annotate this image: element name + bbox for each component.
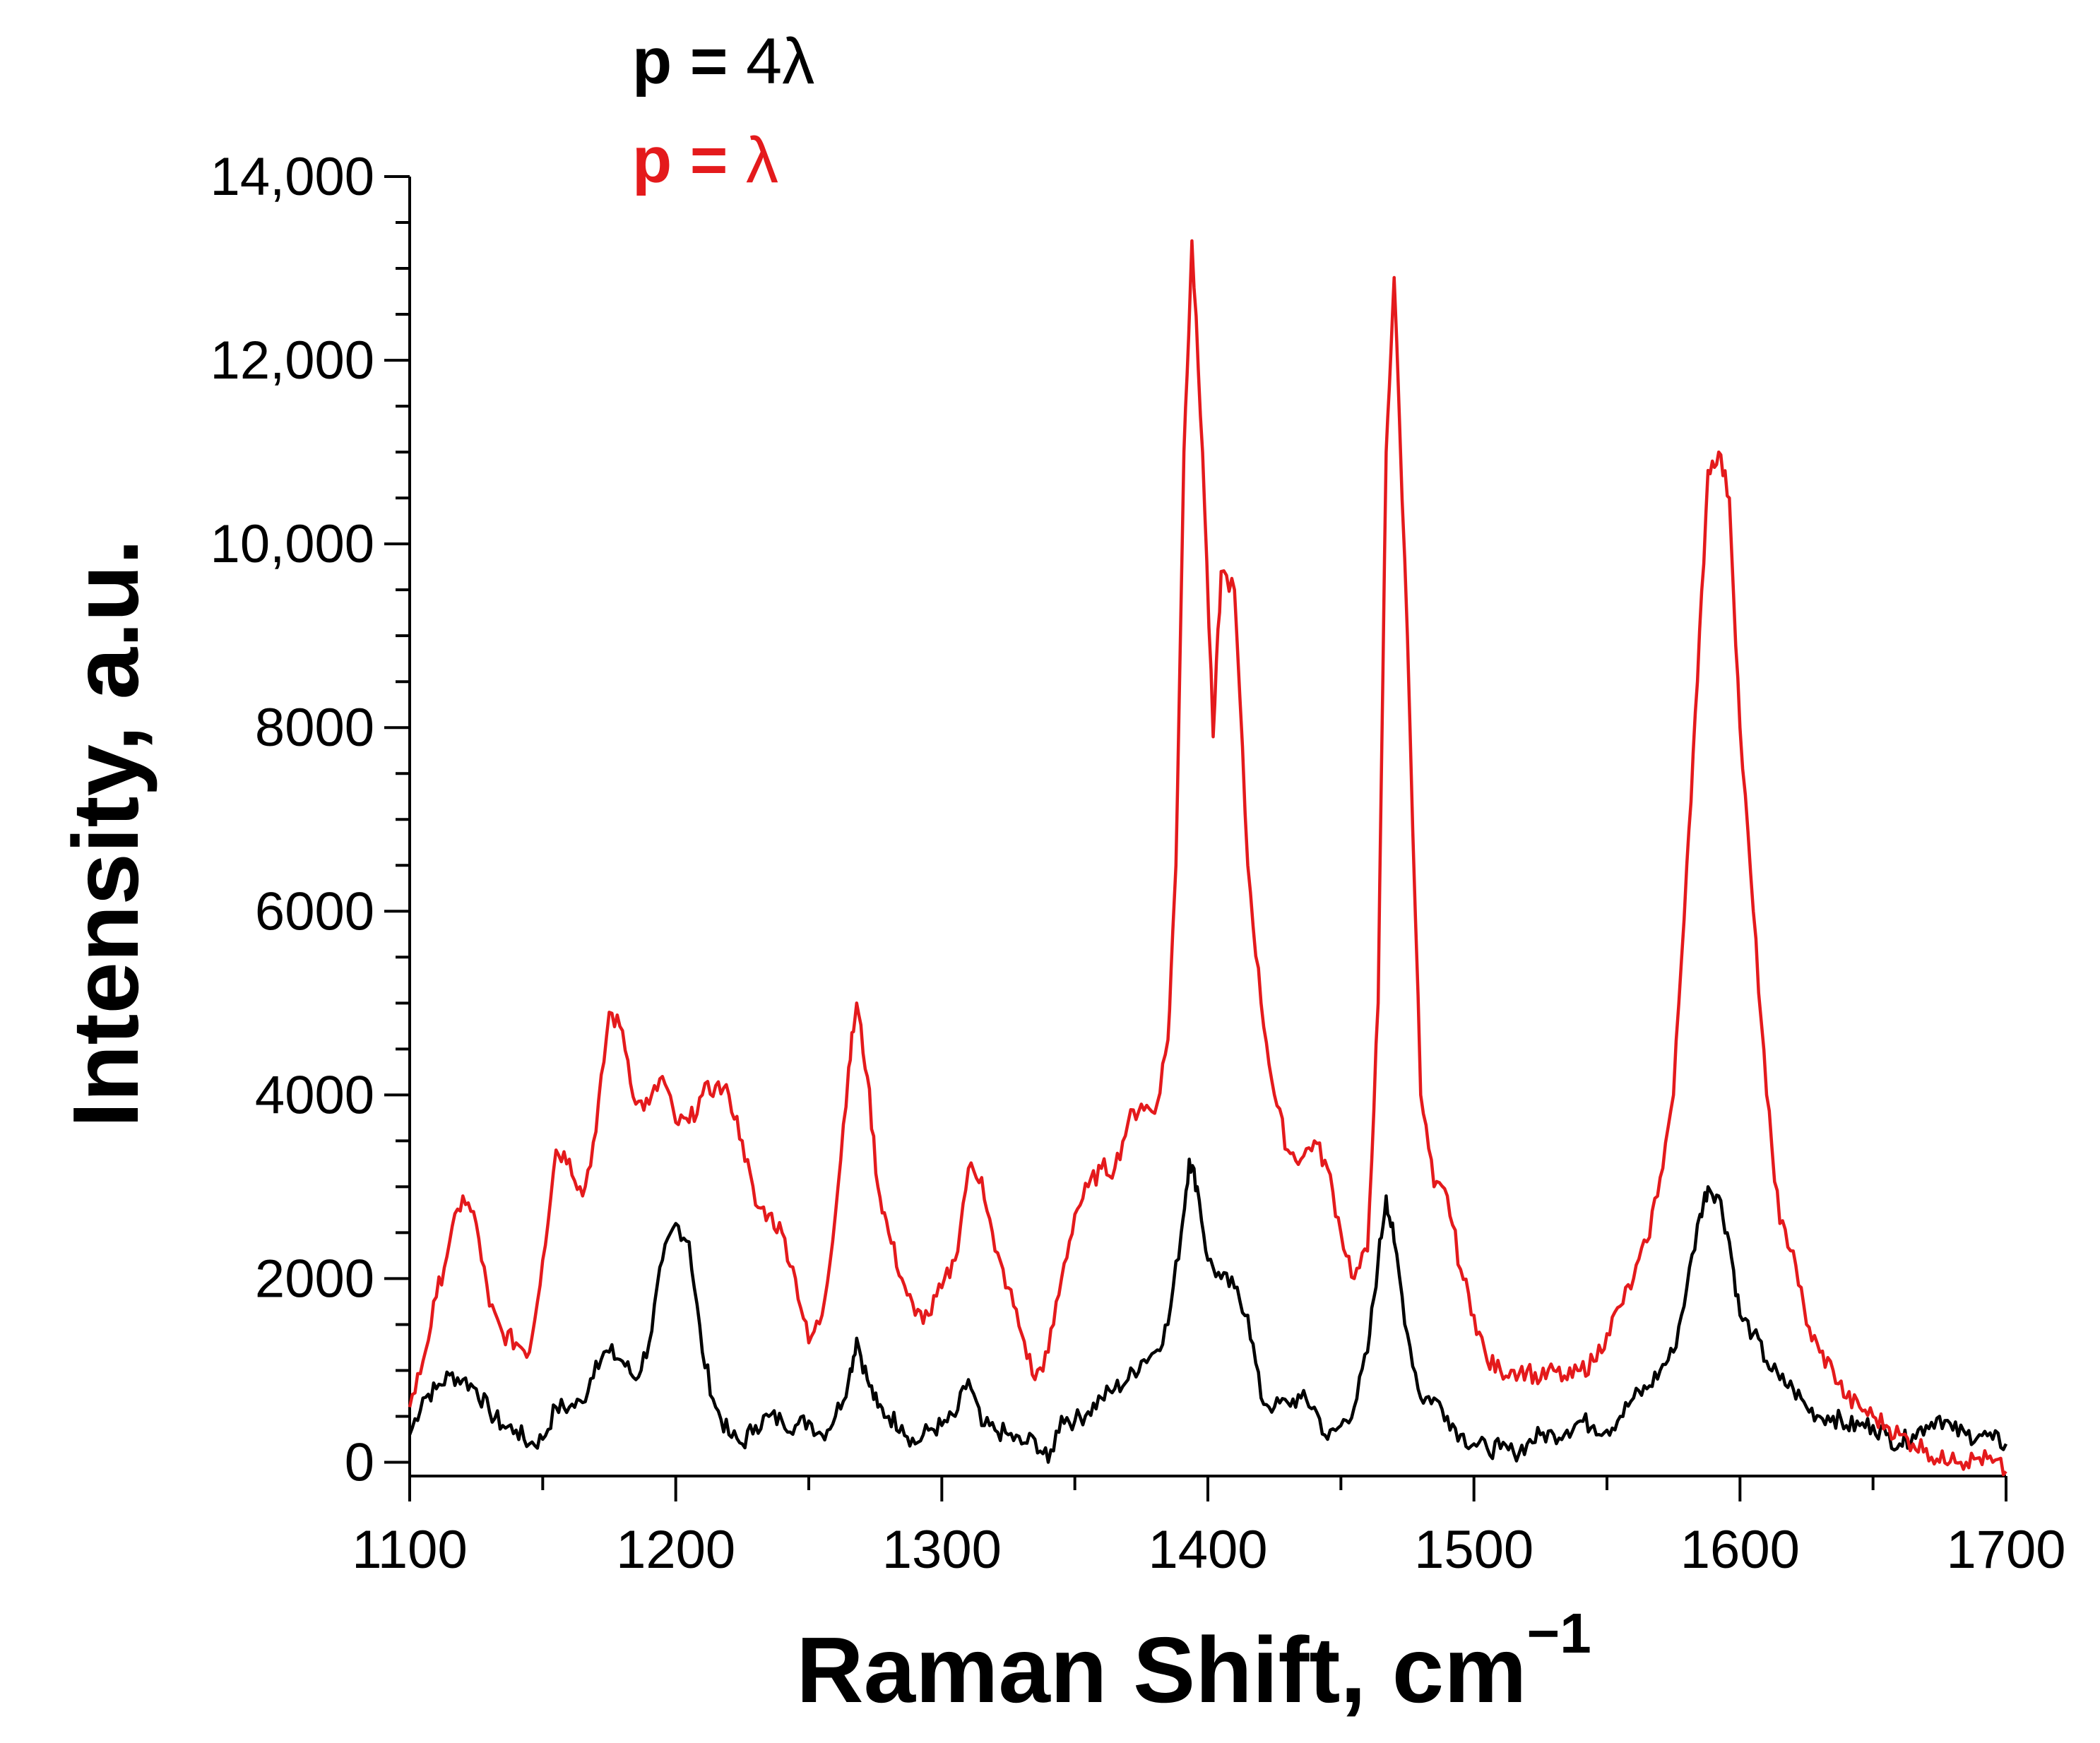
y-tick-label: 4000 xyxy=(255,1065,374,1125)
y-tick-label: 2000 xyxy=(255,1249,374,1309)
x-tick-label: 1700 xyxy=(1946,1520,2065,1580)
legend-entry-p-4lambda: p = 4λ xyxy=(632,25,814,97)
y-tick-label: 8000 xyxy=(255,698,374,758)
x-axis-ticks: 1100 1200 1300 1400 1500 1600 1700 xyxy=(352,1476,2066,1580)
legend-entry-prefix: p = xyxy=(632,25,746,97)
y-axis-title: Intensity, a.u. xyxy=(54,539,158,1128)
x-tick-label: 1600 xyxy=(1680,1520,1800,1580)
legend: p = 4λ p = λ xyxy=(632,25,814,196)
x-tick-label: 1300 xyxy=(882,1520,1002,1580)
legend-entry-suffix: 4λ xyxy=(746,25,814,97)
x-axis-title-superscript: −1 xyxy=(1527,1602,1591,1665)
x-tick-label: 1400 xyxy=(1148,1520,1267,1580)
x-tick-label: 1100 xyxy=(352,1520,467,1580)
y-tick-label: 6000 xyxy=(255,881,374,941)
y-tick-label: 12,000 xyxy=(210,331,374,391)
y-tick-label: 10,000 xyxy=(210,514,374,574)
legend-entry-suffix: λ xyxy=(746,124,778,196)
series-layer xyxy=(408,239,2008,1477)
x-tick-label: 1500 xyxy=(1414,1520,1534,1580)
legend-entry-prefix: p = xyxy=(632,124,746,196)
x-tick-label: 1200 xyxy=(616,1520,735,1580)
legend-entry-p-lambda: p = λ xyxy=(632,124,778,196)
y-tick-label: 14,000 xyxy=(210,147,374,207)
x-axis-title: Raman Shift, cm−1 xyxy=(796,1602,1591,1722)
y-axis-ticks: 0 2000 4000 6000 8000 10,000 12,000 14,000 xyxy=(210,147,410,1492)
x-axis-title-text: Raman Shift, cm xyxy=(796,1618,1526,1722)
series-line-p-lambda xyxy=(408,239,2007,1477)
y-tick-label: 0 xyxy=(345,1432,374,1492)
series-line-p-4lambda xyxy=(408,1158,2008,1464)
